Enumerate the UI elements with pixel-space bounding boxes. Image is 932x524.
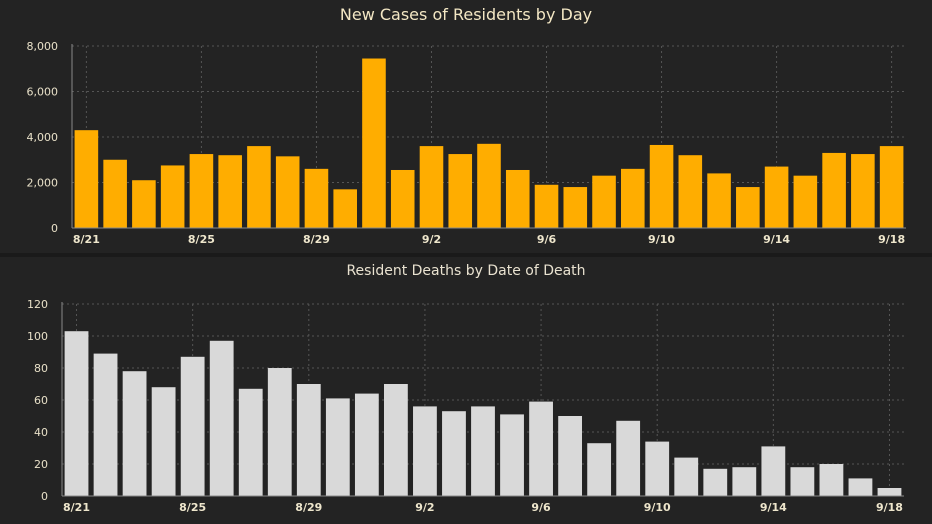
new-cases-chart: New Cases of Residents by Day 0 2,000 4,00… — [27, 5, 906, 246]
new-cases-bar-9-7 — [563, 187, 588, 228]
deaths-bar-9-12 — [703, 468, 728, 496]
deaths-chart-title: Resident Deaths by Date of Death — [346, 263, 585, 279]
new-cases-y-tick-label: 4,000 — [27, 131, 59, 144]
new-cases-bar-9-12 — [707, 173, 731, 228]
new-cases-bar-9-6 — [534, 184, 559, 228]
new-cases-bar-9-13 — [736, 187, 760, 228]
deaths-chart: Resident Deaths by Date of Death 0 20 40 60… — [27, 263, 904, 514]
deaths-y-tick-label: 40 — [34, 426, 48, 439]
new-cases-bar-9-1 — [390, 169, 415, 228]
deaths-chart-panel: Resident Deaths by Date of Death 0 20 40 60… — [0, 257, 932, 524]
deaths-bar-9-4 — [471, 406, 495, 496]
deaths-bar-8-26 — [209, 340, 234, 496]
deaths-bar-8-24 — [151, 387, 176, 496]
new-cases-chart-panel: New Cases of Residents by Day 0 2,000 4,00… — [0, 0, 932, 253]
deaths-bar-8-28 — [267, 368, 292, 496]
deaths-bar-9-13 — [732, 467, 757, 496]
deaths-bar-9-9 — [616, 420, 641, 496]
deaths-y-tick-label: 0 — [41, 490, 48, 503]
new-cases-bar-8-21 — [74, 130, 99, 228]
deaths-x-tick-label: 8/25 — [179, 501, 206, 514]
deaths-bar-9-11 — [674, 457, 699, 496]
deaths-bar-9-15 — [790, 467, 815, 496]
deaths-bar-9-18 — [877, 488, 902, 496]
new-cases-bar-8-28 — [275, 156, 300, 228]
new-cases-bar-9-17 — [851, 154, 875, 228]
deaths-bar-8-21 — [64, 331, 89, 496]
new-cases-bar-8-24 — [160, 165, 185, 228]
deaths-y-tick-label: 80 — [34, 362, 48, 375]
deaths-bar-8-29 — [296, 384, 321, 496]
new-cases-x-tick-label: 8/25 — [188, 233, 215, 246]
new-cases-bar-8-25 — [189, 154, 214, 228]
new-cases-bar-8-29 — [304, 168, 329, 228]
new-cases-bar-9-4 — [477, 143, 501, 228]
new-cases-bar-9-9 — [621, 168, 645, 228]
deaths-x-tick-label: 9/14 — [760, 501, 787, 514]
deaths-bar-8-30 — [325, 398, 350, 496]
new-cases-x-tick-label: 9/14 — [763, 233, 790, 246]
deaths-bar-8-22 — [93, 353, 118, 496]
new-cases-bar-8-22 — [103, 159, 127, 228]
new-cases-bar-9-14 — [764, 166, 789, 228]
deaths-bar-9-14 — [761, 446, 786, 496]
new-cases-bar-8-27 — [247, 146, 271, 228]
new-cases-x-tick-label: 8/21 — [73, 233, 100, 246]
deaths-y-tick-label: 120 — [27, 298, 48, 311]
deaths-x-tick-label: 9/18 — [876, 501, 903, 514]
deaths-y-tick-label: 20 — [34, 458, 48, 471]
deaths-bar-9-3 — [442, 411, 466, 496]
new-cases-bar-9-5 — [505, 169, 530, 228]
new-cases-bar-8-26 — [218, 155, 242, 228]
deaths-bar-9-7 — [558, 416, 583, 496]
new-cases-y-tick-label: 6,000 — [27, 86, 59, 99]
new-cases-bar-8-30 — [333, 189, 357, 228]
new-cases-y-tick-label: 2,000 — [27, 177, 59, 190]
new-cases-bar-8-31 — [362, 58, 386, 229]
new-cases-bar-9-10 — [649, 144, 674, 228]
deaths-bar-9-17 — [848, 478, 873, 496]
new-cases-chart-title: New Cases of Residents by Day — [340, 5, 592, 24]
new-cases-bar-9-8 — [592, 175, 616, 228]
deaths-x-tick-label: 8/29 — [295, 501, 322, 514]
new-cases-bar-9-11 — [678, 155, 703, 228]
new-cases-x-tick-label: 9/2 — [422, 233, 441, 246]
deaths-bar-9-1 — [383, 384, 408, 496]
new-cases-x-tick-label: 8/29 — [303, 233, 330, 246]
new-cases-x-tick-label: 9/10 — [648, 233, 675, 246]
deaths-x-tick-label: 9/2 — [415, 501, 434, 514]
new-cases-y-tick-label: 8,000 — [27, 40, 59, 53]
deaths-bar-9-8 — [587, 443, 612, 496]
new-cases-bar-9-18 — [879, 146, 904, 228]
deaths-x-tick-label: 9/10 — [644, 501, 671, 514]
deaths-y-tick-label: 100 — [27, 330, 48, 343]
deaths-bar-9-6 — [529, 401, 553, 496]
new-cases-x-tick-label: 9/18 — [878, 233, 905, 246]
new-cases-y-tick-label: 0 — [51, 222, 58, 235]
new-cases-bar-8-23 — [132, 180, 156, 228]
new-cases-bar-9-2 — [419, 146, 444, 228]
new-cases-bar-9-3 — [448, 154, 473, 228]
new-cases-bar-9-15 — [793, 175, 818, 228]
deaths-x-tick-label: 8/21 — [63, 501, 90, 514]
deaths-y-tick-label: 60 — [34, 394, 48, 407]
deaths-bar-8-25 — [180, 356, 205, 496]
panel-divider — [0, 253, 932, 257]
deaths-bar-8-23 — [122, 371, 147, 496]
deaths-bar-9-16 — [819, 464, 844, 496]
deaths-bar-9-5 — [500, 414, 524, 496]
deaths-bar-9-2 — [413, 406, 437, 496]
deaths-x-tick-label: 9/6 — [531, 501, 551, 514]
new-cases-x-tick-label: 9/6 — [537, 233, 557, 246]
deaths-bar-8-27 — [238, 388, 263, 496]
deaths-bar-9-10 — [645, 441, 670, 496]
deaths-bar-8-31 — [354, 393, 379, 496]
new-cases-bar-9-16 — [822, 152, 846, 228]
